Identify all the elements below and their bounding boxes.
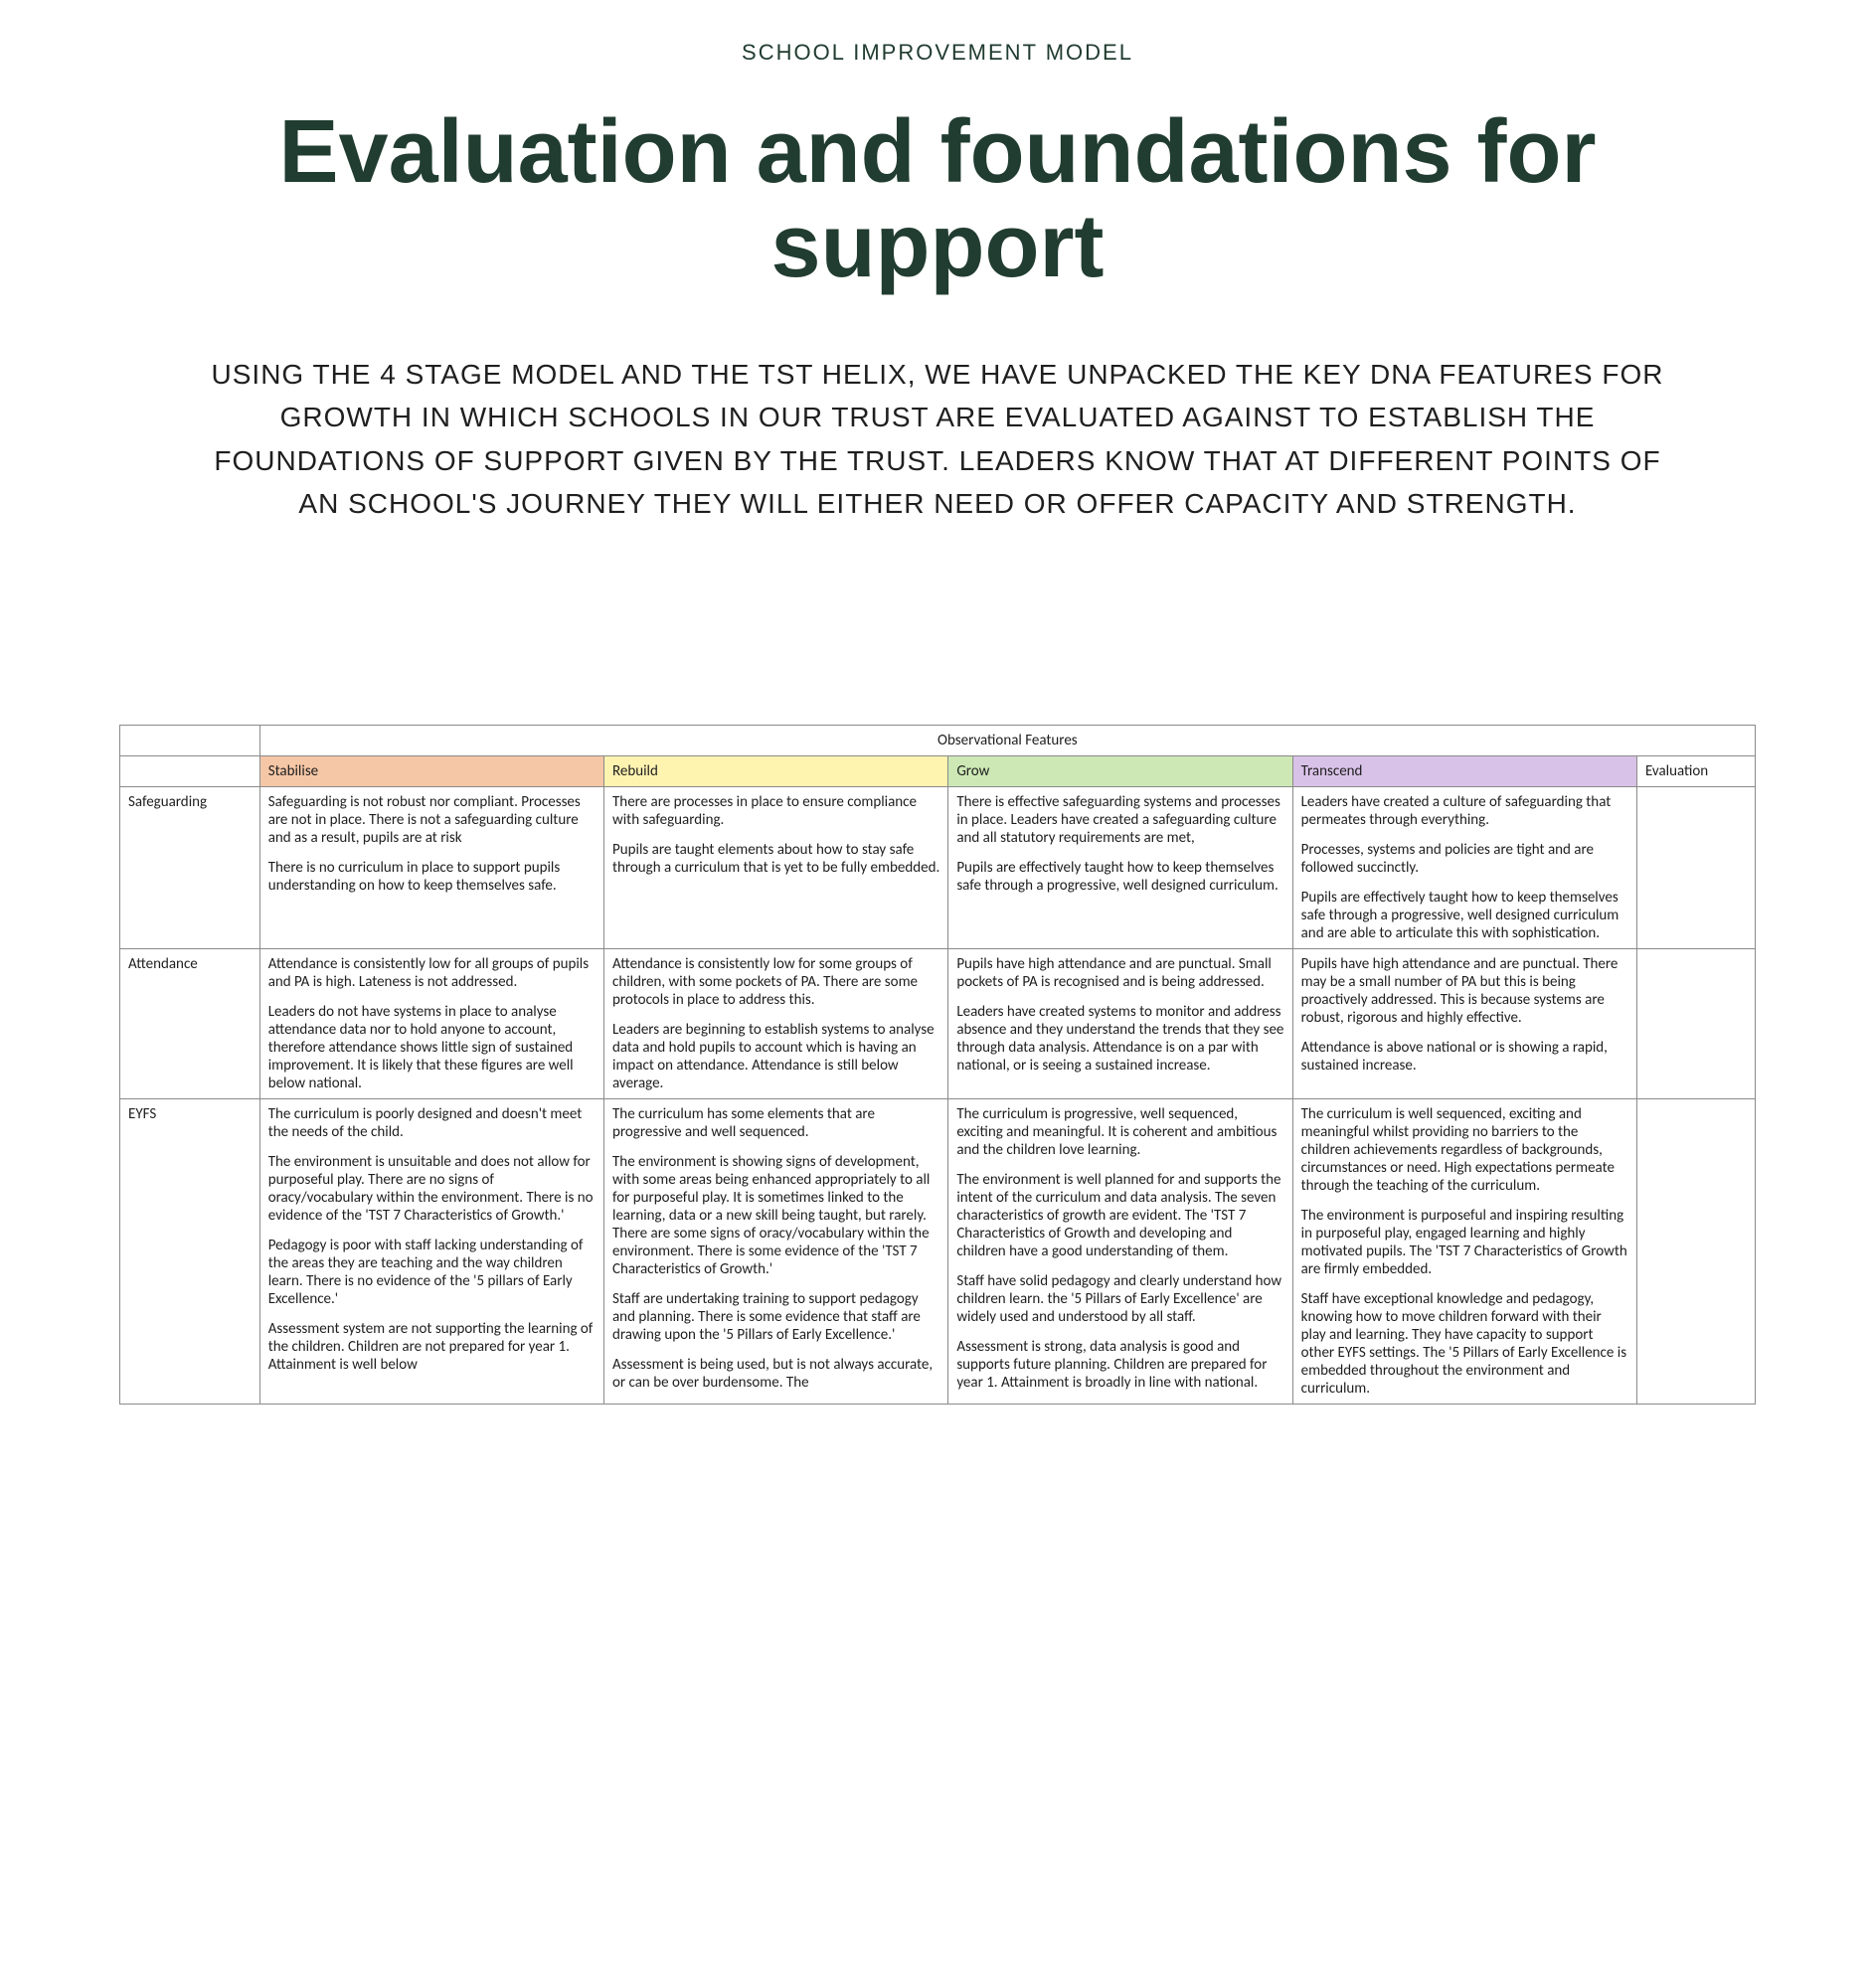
stage-cell: Attendance is consistently low for some … [604,948,948,1098]
blank-rowhead [120,755,260,786]
stage-cell: The curriculum is poorly designed and do… [259,1098,603,1404]
cell-paragraph: Attendance is above national or is showi… [1301,1039,1628,1075]
cell-paragraph: The environment is unsuitable and does n… [268,1153,596,1225]
table-row: AttendanceAttendance is consistently low… [120,948,1756,1098]
stage-header-row: Stabilise Rebuild Grow Transcend Evaluat… [120,755,1756,786]
cell-paragraph: Safeguarding is not robust nor compliant… [268,793,596,847]
stage-cell: The curriculum has some elements that ar… [604,1098,948,1404]
stage-cell: Safeguarding is not robust nor compliant… [259,786,603,948]
stage-cell: Pupils have high attendance and are punc… [1292,948,1636,1098]
stage-cell: Attendance is consistently low for all g… [259,948,603,1098]
cell-paragraph: There is effective safeguarding systems … [956,793,1283,847]
stage-head-stabilise: Stabilise [259,755,603,786]
evaluation-cell [1636,786,1755,948]
evaluation-table-container: Observational Features Stabilise Rebuild… [119,725,1756,1405]
cell-paragraph: The environment is purposeful and inspir… [1301,1207,1628,1278]
cell-paragraph: Pupils are taught elements about how to … [612,841,939,877]
cell-paragraph: The environment is showing signs of deve… [612,1153,939,1278]
blank-corner [120,725,260,755]
cell-paragraph: Staff have solid pedagogy and clearly un… [956,1272,1283,1326]
cell-paragraph: Leaders have created systems to monitor … [956,1003,1283,1075]
stage-cell: Pupils have high attendance and are punc… [948,948,1292,1098]
cell-paragraph: Pupils are effectively taught how to kee… [1301,889,1628,942]
cell-paragraph: The environment is well planned for and … [956,1171,1283,1260]
table-row: EYFSThe curriculum is poorly designed an… [120,1098,1756,1404]
row-label: Safeguarding [120,786,260,948]
cell-paragraph: Assessment is being used, but is not alw… [612,1356,939,1392]
stage-cell: There is effective safeguarding systems … [948,786,1292,948]
stage-head-transcend: Transcend [1292,755,1636,786]
cell-paragraph: The curriculum is progressive, well sequ… [956,1105,1283,1159]
page-title: Evaluation and foundations for support [142,105,1733,293]
cell-paragraph: Attendance is consistently low for some … [612,955,939,1009]
table-body: SafeguardingSafeguarding is not robust n… [120,786,1756,1404]
intro-paragraph: USING THE 4 STAGE MODEL AND THE TST HELI… [162,353,1713,526]
stage-cell: The curriculum is well sequenced, exciti… [1292,1098,1636,1404]
cell-paragraph: Pupils have high attendance and are punc… [956,955,1283,991]
stage-cell: The curriculum is progressive, well sequ… [948,1098,1292,1404]
eyebrow-label: SCHOOL IMPROVEMENT MODEL [0,40,1875,66]
observational-features-header: Observational Features [259,725,1755,755]
stage-head-grow: Grow [948,755,1292,786]
cell-paragraph: Staff are undertaking training to suppor… [612,1290,939,1344]
stage-head-rebuild: Rebuild [604,755,948,786]
cell-paragraph: Assessment is strong, data analysis is g… [956,1338,1283,1392]
cell-paragraph: Assessment system are not supporting the… [268,1320,596,1374]
cell-paragraph: The curriculum is poorly designed and do… [268,1105,596,1141]
row-label: Attendance [120,948,260,1098]
cell-paragraph: Pupils are effectively taught how to kee… [956,859,1283,895]
row-label: EYFS [120,1098,260,1404]
cell-paragraph: The curriculum has some elements that ar… [612,1105,939,1141]
evaluation-table: Observational Features Stabilise Rebuild… [119,725,1756,1405]
cell-paragraph: Pedagogy is poor with staff lacking unde… [268,1237,596,1308]
cell-paragraph: Leaders are beginning to establish syste… [612,1021,939,1092]
table-row: SafeguardingSafeguarding is not robust n… [120,786,1756,948]
cell-paragraph: There is no curriculum in place to suppo… [268,859,596,895]
cell-paragraph: The curriculum is well sequenced, exciti… [1301,1105,1628,1195]
evaluation-cell [1636,948,1755,1098]
stage-cell: Leaders have created a culture of safegu… [1292,786,1636,948]
cell-paragraph: Pupils have high attendance and are punc… [1301,955,1628,1027]
cell-paragraph: Leaders have created a culture of safegu… [1301,793,1628,829]
cell-paragraph: Attendance is consistently low for all g… [268,955,596,991]
evaluation-column-header: Evaluation [1636,755,1755,786]
cell-paragraph: There are processes in place to ensure c… [612,793,939,829]
stage-cell: There are processes in place to ensure c… [604,786,948,948]
cell-paragraph: Staff have exceptional knowledge and ped… [1301,1290,1628,1398]
cell-paragraph: Processes, systems and policies are tigh… [1301,841,1628,877]
evaluation-cell [1636,1098,1755,1404]
cell-paragraph: Leaders do not have systems in place to … [268,1003,596,1092]
